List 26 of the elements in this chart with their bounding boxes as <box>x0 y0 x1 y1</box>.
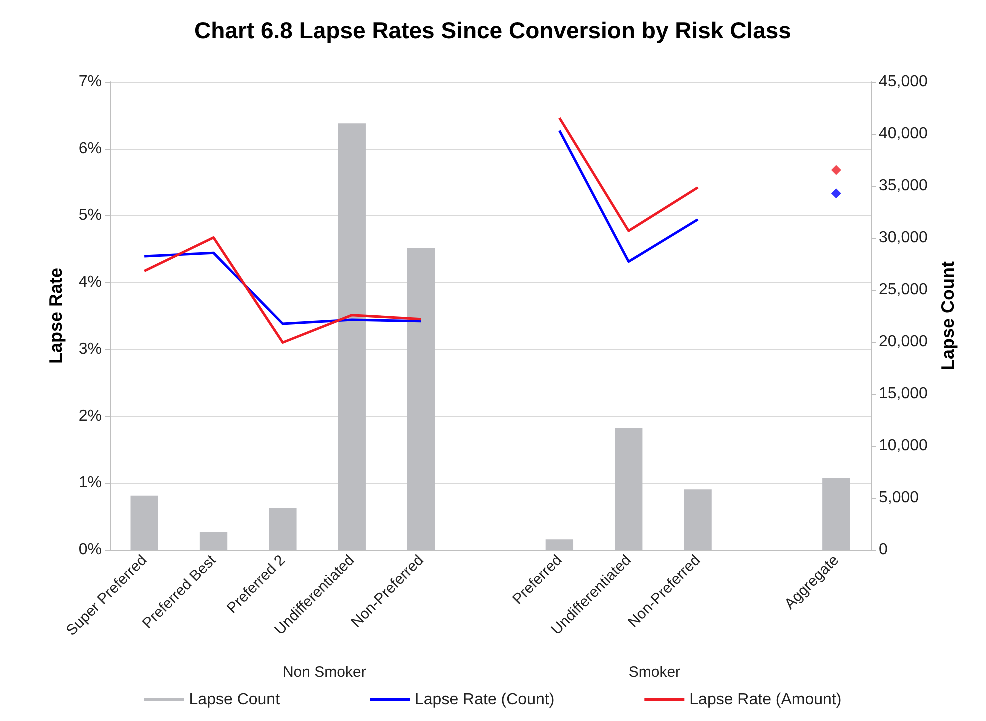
y2-axis-title: Lapse Count <box>938 261 958 371</box>
y-axis-title: Lapse Rate <box>46 268 66 364</box>
y-tick-label: 3% <box>78 340 102 358</box>
y2-tick-label: 40,000 <box>879 126 928 142</box>
y-tick-label: 7% <box>78 74 102 90</box>
legend-label: Lapse Rate (Count) <box>415 692 555 708</box>
y2-tick-label: 45,000 <box>879 74 928 90</box>
y2-tick-label: 30,000 <box>879 230 928 246</box>
y-tick-label: 0% <box>78 542 102 558</box>
chart-title: Chart 6.8 Lapse Rates Since Conversion by Risk Class <box>194 18 792 44</box>
legend-label: Lapse Rate (Amount) <box>690 692 842 708</box>
y2-tick-label: 10,000 <box>879 438 928 454</box>
y2-tick-label: 0 <box>879 542 888 558</box>
y2-tick-label: 5,000 <box>879 490 920 506</box>
text: Non Smoker <box>282 664 366 681</box>
legend-label: Lapse Count <box>189 692 281 708</box>
y-tick-label: 5% <box>78 207 102 224</box>
y2-tick-label: 20,000 <box>879 334 928 350</box>
y-tick-label: 1% <box>78 474 102 492</box>
y-tick-label: 4% <box>78 274 102 292</box>
y2-tick-label: 25,000 <box>879 282 928 298</box>
y-tick-label: 2% <box>78 408 102 425</box>
y2-tick-label: 15,000 <box>879 386 928 402</box>
text: Smoker <box>628 664 681 681</box>
y-tick-label: 6% <box>78 140 102 158</box>
y2-tick-label: 35,000 <box>879 178 928 194</box>
